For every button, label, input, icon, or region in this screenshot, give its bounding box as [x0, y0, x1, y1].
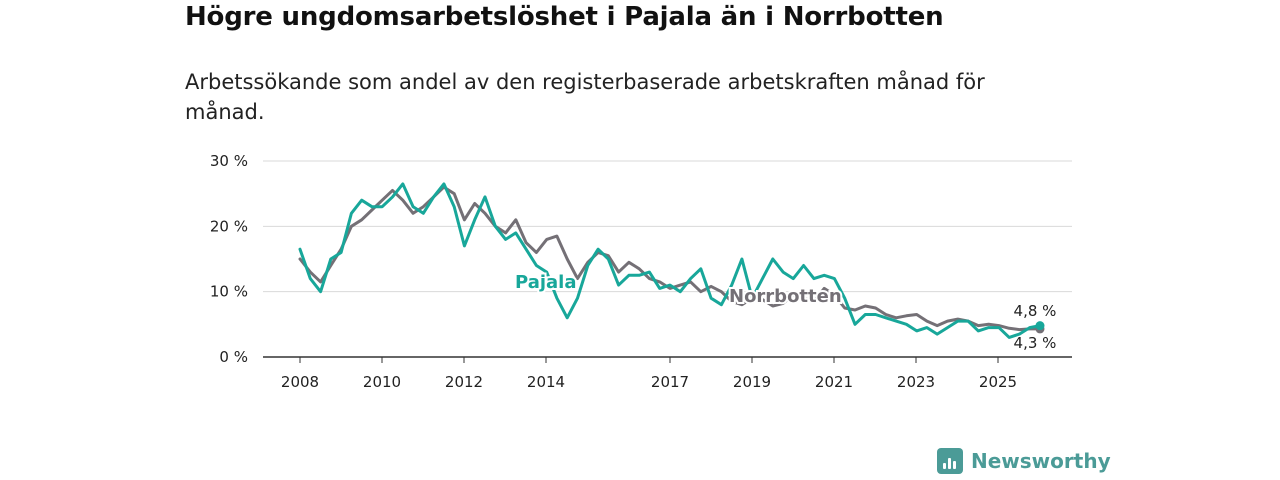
end-point-pajala — [1035, 321, 1045, 331]
x-tick-label: 2012 — [445, 373, 483, 391]
y-tick-label: 20 % — [210, 217, 248, 235]
y-tick-label: 0 % — [219, 348, 248, 366]
series-line-norrbotten — [298, 185, 1042, 332]
series-label-norrbotten: Norrbotten — [729, 286, 842, 307]
x-tick-label: 2010 — [363, 373, 401, 391]
x-tick-label: 2025 — [979, 373, 1017, 391]
x-tick-label: 2017 — [651, 373, 689, 391]
chart-title: Högre ungdomsarbetslöshet i Pajala än i … — [185, 2, 944, 32]
series-labels: Norrbotten 4,3 % Pajala 4,8 % — [513, 270, 1057, 352]
x-tick-label: 2023 — [897, 373, 935, 391]
chart-subtitle: Arbetssökande som andel av den registerb… — [185, 70, 985, 124]
series-label-pajala: Pajala — [515, 272, 577, 293]
end-value-norrbotten: 4,3 % — [1014, 334, 1057, 352]
y-tick-label: 30 % — [210, 152, 248, 170]
x-tick-label: 2014 — [527, 373, 565, 391]
y-tick-label: 10 % — [210, 283, 248, 301]
x-tick-label: 2021 — [815, 373, 853, 391]
newsworthy-logo-icon — [937, 448, 963, 474]
y-axis: 0 % 10 % 20 % 30 % — [210, 152, 248, 366]
series-group — [298, 182, 1045, 339]
newsworthy-brand[interactable]: Newsworthy — [937, 448, 1111, 474]
x-tick-label: 2008 — [281, 373, 319, 391]
brand-name: Newsworthy — [971, 449, 1111, 473]
x-tick-label: 2019 — [733, 373, 771, 391]
series-line-pajala — [298, 182, 1042, 339]
gridlines — [263, 160, 1072, 358]
end-value-pajala: 4,8 % — [1014, 302, 1057, 320]
x-axis: 2008 2010 2012 2014 2017 2019 2021 2023 2025 — [281, 357, 1017, 391]
